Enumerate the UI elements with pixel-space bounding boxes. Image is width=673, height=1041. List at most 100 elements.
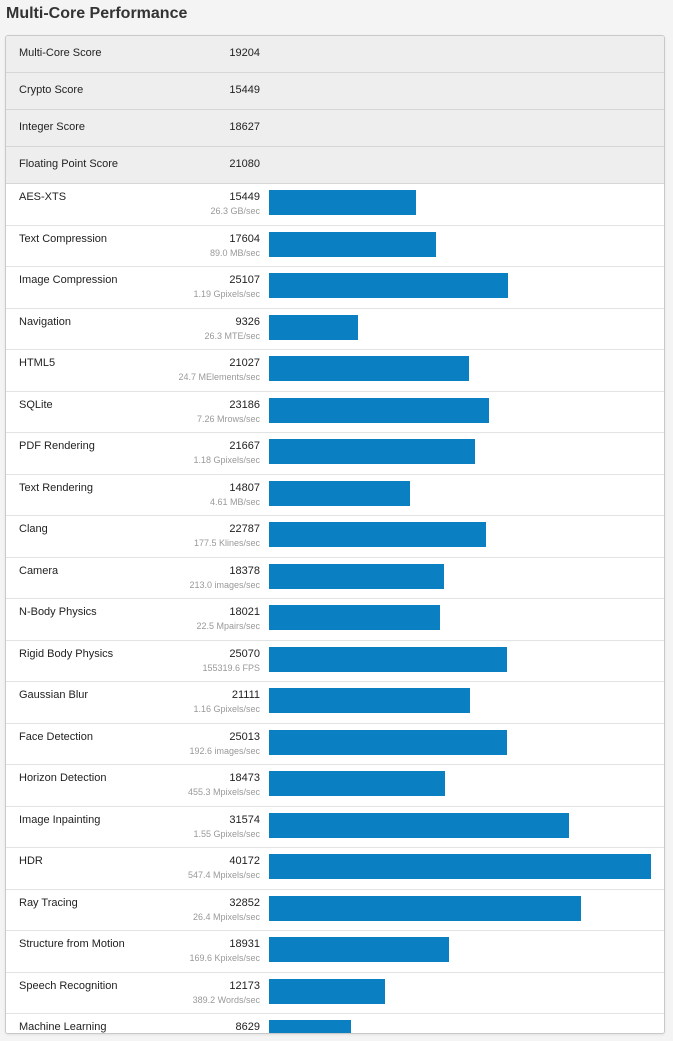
benchmark-bar	[269, 231, 436, 257]
benchmark-label: Gaussian Blur	[19, 689, 89, 701]
summary-label: Floating Point Score	[19, 158, 119, 170]
benchmark-row: Machine Learning8629333.4 images/sec	[6, 1014, 664, 1033]
benchmark-bar	[269, 937, 449, 962]
benchmark-score: 25013	[229, 730, 260, 743]
benchmark-row: Clang 22787 177.5 Klines/sec	[6, 516, 664, 558]
benchmark-rate: 1.55 Gpixels/sec	[193, 828, 260, 839]
benchmark-row: Camera 18378 213.0 images/sec	[6, 557, 664, 599]
benchmark-label: AES-XTS	[19, 191, 67, 203]
benchmark-score: 18931	[229, 938, 260, 950]
benchmark-score: 12173	[229, 979, 260, 992]
summary-section: Multi-Core Score 19204 Crypto Score 15449 In…	[6, 36, 664, 184]
benchmark-rate: 547.4 Mpixels/sec	[187, 870, 260, 880]
benchmark-score: 25107	[229, 274, 260, 286]
benchmark-label: HTML5	[19, 357, 56, 369]
benchmark-score: 14807	[229, 481, 260, 494]
benchmark-label: Clang	[19, 523, 48, 535]
benchmark-bar	[269, 729, 507, 755]
benchmark-rate: 89.0 MB/sec	[209, 247, 260, 258]
benchmark-rate: 7.26 Mrows/sec	[196, 413, 260, 424]
benchmark-rate: 24.7 MElements/sec	[178, 372, 260, 382]
benchmark-bar	[269, 522, 486, 547]
benchmark-bar	[269, 895, 581, 921]
benchmark-bar	[269, 439, 475, 464]
benchmark-row: Speech Recognition 12173 389.2 Words/sec	[6, 972, 664, 1014]
benchmark-rate: 1.16 Gpixels/sec	[193, 704, 260, 714]
benchmark-row: AES-XTS 15449 26.3 GB/sec	[6, 184, 664, 226]
benchmark-label: HDR	[19, 855, 43, 867]
benchmark-bar	[269, 314, 358, 340]
benchmark-label: Speech Recognition	[19, 979, 118, 992]
benchmark-score: 21027	[229, 357, 260, 369]
benchmark-rate: 26.3 GB/sec	[210, 206, 260, 216]
benchmark-rate: 4.61 MB/sec	[209, 496, 260, 507]
summary-value: 15449	[229, 84, 260, 96]
benchmark-rate: 155319.6 FPS	[202, 662, 260, 673]
benchmark-row: Face Detection 25013 192.6 images/sec	[6, 723, 664, 765]
benchmark-label: Structure from Motion	[19, 938, 125, 950]
summary-label: Integer Score	[19, 121, 86, 133]
benchmark-row: Gaussian Blur 21111 1.16 Gpixels/sec	[6, 682, 664, 724]
benchmark-score: 31574	[229, 813, 260, 826]
summary-label: Multi-Core Score	[19, 47, 102, 59]
benchmark-bar	[269, 273, 508, 298]
summary-row: Integer Score 18627	[6, 110, 664, 147]
benchmark-rate: 26.3 MTE/sec	[204, 330, 260, 341]
benchmark-bar	[269, 605, 440, 630]
benchmark-score: 25070	[229, 647, 260, 660]
benchmark-bar	[269, 480, 410, 506]
benchmark-bar	[269, 812, 569, 838]
benchmark-label: SQLite	[19, 398, 53, 411]
benchmark-label: Camera	[19, 564, 59, 577]
benchmark-label: Machine Learning	[19, 1021, 107, 1033]
benchmark-bar	[269, 397, 489, 423]
benchmark-row: Image Compression 25107 1.19 Gpixels/sec	[6, 267, 664, 309]
benchmark-row: Structure from Motion 18931 169.6 Kpixels/…	[6, 931, 664, 973]
benchmark-row: HDR 40172 547.4 Mpixels/sec	[6, 848, 664, 890]
page-title: Multi-Core Performance	[6, 5, 188, 22]
summary-value: 19204	[229, 47, 260, 59]
benchmark-score: 18378	[229, 564, 260, 577]
summary-value: 18627	[229, 121, 260, 133]
benchmark-rate: 389.2 Words/sec	[192, 994, 260, 1005]
benchmark-bar	[269, 1020, 351, 1033]
benchmark-section: AES-XTS 15449 26.3 GB/sec Text Compression 1…	[6, 184, 664, 1033]
benchmark-bar	[269, 978, 385, 1004]
benchmark-score: 23186	[229, 398, 260, 411]
benchmark-label: Rigid Body Physics	[19, 647, 114, 660]
benchmark-rate: 26.4 Mpixels/sec	[192, 911, 260, 922]
benchmark-score: 21667	[229, 440, 260, 452]
benchmark-label: Horizon Detection	[19, 772, 107, 784]
summary-row: Crypto Score 15449	[6, 73, 664, 110]
benchmark-score: 8629	[235, 1021, 260, 1033]
benchmark-row: Text Compression 17604 89.0 MB/sec	[6, 225, 664, 267]
benchmark-bar	[269, 190, 416, 215]
results-table: Multi-Core Score 19204 Crypto Score 15449 In…	[5, 35, 665, 1034]
benchmark-score: 21111	[231, 689, 260, 701]
benchmark-row: N-Body Physics 18021 22.5 Mpairs/sec	[6, 599, 664, 641]
benchmark-score: 18473	[229, 772, 260, 784]
summary-row: Multi-Core Score 19204	[6, 36, 664, 73]
benchmark-bar	[269, 771, 445, 796]
benchmark-score: 9326	[235, 315, 260, 328]
benchmark-score: 17604	[229, 232, 260, 245]
benchmark-label: N-Body Physics	[19, 606, 97, 618]
benchmark-bar	[269, 563, 444, 589]
benchmark-row: PDF Rendering 21667 1.18 Gpixels/sec	[6, 433, 664, 475]
benchmark-bar	[269, 688, 470, 713]
benchmark-rate: 213.0 images/sec	[189, 579, 260, 590]
benchmark-rate: 22.5 Mpairs/sec	[196, 621, 260, 631]
benchmark-row: SQLite 23186 7.26 Mrows/sec	[6, 391, 664, 433]
benchmark-label: PDF Rendering	[19, 440, 95, 452]
benchmark-score: 15449	[229, 191, 260, 203]
benchmark-rate: 1.19 Gpixels/sec	[193, 289, 260, 299]
benchmark-score: 22787	[229, 523, 260, 535]
benchmark-rate: 177.5 Klines/sec	[193, 538, 260, 548]
benchmark-label: Face Detection	[19, 730, 93, 743]
benchmark-bar	[269, 646, 507, 672]
benchmark-bar	[269, 854, 651, 879]
benchmark-rate: 169.6 Kpixels/sec	[189, 953, 260, 963]
summary-row: Floating Point Score 21080	[6, 147, 664, 184]
benchmark-score: 18021	[229, 606, 260, 618]
benchmark-label: Text Compression	[19, 232, 108, 245]
